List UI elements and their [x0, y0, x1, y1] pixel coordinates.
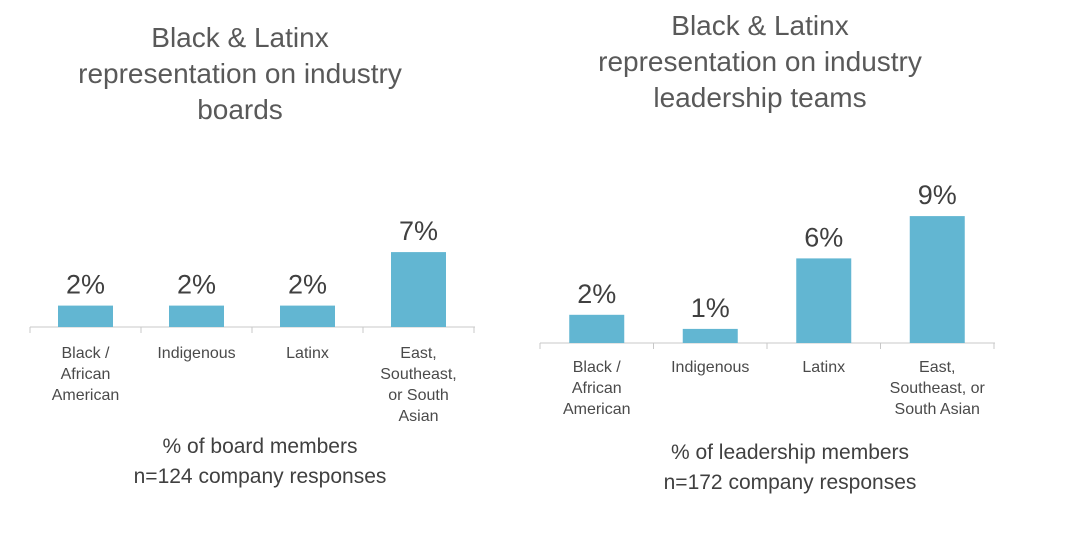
- chart-footer: % of board members n=124 company respons…: [133, 435, 387, 488]
- data-label: 2%: [577, 279, 616, 309]
- tick-label: Black / African American: [563, 359, 631, 418]
- bar-chart-boards: 2% Black / African American 2% Indigenous 2% La…: [29, 216, 475, 425]
- bar: [909, 216, 965, 343]
- bar: [796, 258, 852, 343]
- tick-label: Indigenous: [671, 359, 749, 376]
- data-label: 1%: [691, 293, 730, 323]
- tick-label: East, Southeast, or South Asian: [380, 345, 457, 425]
- chart-footer: % of leadership members n=172 company re…: [663, 441, 917, 494]
- bar: [280, 305, 335, 327]
- tick-label: East, Southeast, or South Asian: [890, 359, 986, 418]
- tick-label: Black / African American: [52, 345, 120, 404]
- tick-label: Indigenous: [157, 345, 235, 362]
- bar: [58, 305, 113, 327]
- chart-title: Black & Latinx representation on industr…: [598, 10, 922, 113]
- bar: [569, 314, 625, 343]
- bar: [169, 305, 224, 327]
- tick-label: Latinx: [802, 359, 845, 376]
- data-label: 2%: [288, 270, 327, 300]
- tick-label: Latinx: [286, 345, 329, 362]
- chart-title: Black & Latinx representation on industr…: [78, 22, 402, 125]
- data-label: 2%: [177, 270, 216, 300]
- data-label: 9%: [918, 180, 957, 210]
- bar-chart-leadership: 2% Black / African American 1% Indigenous 6% La…: [539, 180, 995, 418]
- data-label: 7%: [399, 216, 438, 246]
- bar: [391, 252, 446, 327]
- data-label: 2%: [66, 270, 105, 300]
- bar: [682, 328, 738, 343]
- data-label: 6%: [804, 222, 843, 252]
- chart-panel-leadership: Black & Latinx representation on industr…: [520, 0, 1070, 534]
- chart-panel-boards: Black & Latinx representation on industr…: [0, 0, 520, 534]
